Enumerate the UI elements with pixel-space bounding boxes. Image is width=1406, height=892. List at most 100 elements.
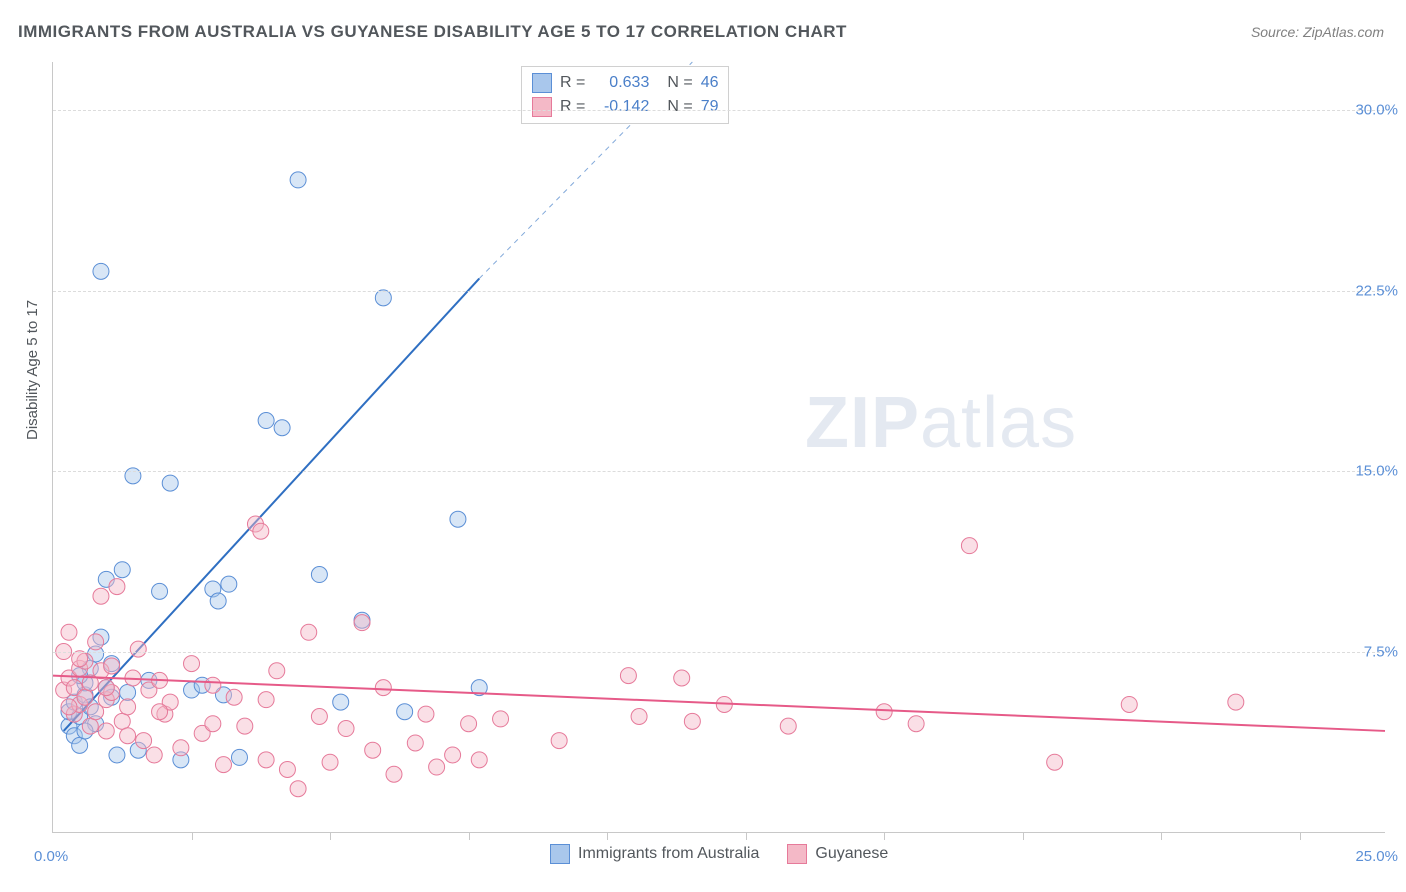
data-point (290, 172, 306, 188)
x-tick-mark (1300, 832, 1301, 840)
data-point (418, 706, 434, 722)
data-point (471, 752, 487, 768)
series-label: Immigrants from Australia (578, 845, 759, 863)
data-point (333, 694, 349, 710)
data-point (551, 733, 567, 749)
data-point (77, 689, 93, 705)
data-point (322, 754, 338, 770)
data-point (375, 680, 391, 696)
n-value: 79 (701, 95, 719, 119)
data-point (173, 740, 189, 756)
data-point (397, 704, 413, 720)
chart-title: IMMIGRANTS FROM AUSTRALIA VS GUYANESE DI… (18, 22, 847, 42)
n-label: N = (667, 95, 692, 119)
data-point (109, 747, 125, 763)
data-point (130, 641, 146, 657)
data-point (876, 704, 892, 720)
data-point (1047, 754, 1063, 770)
gridline (53, 110, 1385, 111)
r-label: R = (560, 71, 585, 95)
data-point (493, 711, 509, 727)
source-attribution: Source: ZipAtlas.com (1251, 24, 1384, 40)
data-point (221, 576, 237, 592)
data-point (301, 624, 317, 640)
trend-line (53, 676, 1385, 731)
y-axis-label: Disability Age 5 to 17 (24, 300, 41, 440)
x-tick-mark (1023, 832, 1024, 840)
data-point (226, 689, 242, 705)
data-point (684, 713, 700, 729)
data-point (210, 593, 226, 609)
data-point (253, 523, 269, 539)
n-value: 46 (701, 71, 719, 95)
data-point (231, 749, 247, 765)
data-point (311, 567, 327, 583)
data-point (120, 728, 136, 744)
data-point (88, 634, 104, 650)
data-point (445, 747, 461, 763)
scatter-plot-area: ZIPatlas R =0.633N =46R =-0.142N =79 (52, 62, 1385, 833)
correlation-legend: R = 0.633 N = 46 R = -0.142 N = 79 (521, 66, 729, 124)
data-point (61, 699, 77, 715)
r-value: -0.142 (593, 95, 649, 119)
data-point (152, 704, 168, 720)
x-tick-mark (607, 832, 608, 840)
x-tick-mark (884, 832, 885, 840)
legend-swatch (532, 97, 552, 117)
data-point (450, 511, 466, 527)
x-axis-max-label: 25.0% (1355, 848, 1398, 865)
data-point (237, 718, 253, 734)
data-point (908, 716, 924, 732)
data-point (120, 684, 136, 700)
data-point (72, 651, 88, 667)
x-tick-mark (746, 832, 747, 840)
data-point (93, 263, 109, 279)
data-point (674, 670, 690, 686)
y-tick-label: 7.5% (1364, 643, 1398, 660)
gridline (53, 652, 1385, 653)
y-tick-label: 22.5% (1355, 282, 1398, 299)
data-point (780, 718, 796, 734)
data-point (215, 757, 231, 773)
data-point (114, 562, 130, 578)
series-legend: Immigrants from Australia Guyanese (550, 844, 888, 864)
r-label: R = (560, 95, 585, 119)
data-point (375, 290, 391, 306)
x-tick-mark (330, 832, 331, 840)
gridline (53, 291, 1385, 292)
data-point (1228, 694, 1244, 710)
data-point (961, 538, 977, 554)
data-point (61, 624, 77, 640)
data-point (354, 615, 370, 631)
legend-swatch (787, 844, 807, 864)
data-point (136, 733, 152, 749)
data-point (620, 668, 636, 684)
x-tick-mark (192, 832, 193, 840)
data-point (109, 579, 125, 595)
data-point (114, 713, 130, 729)
data-point (258, 413, 274, 429)
data-point (258, 752, 274, 768)
data-point (269, 663, 285, 679)
legend-swatch (532, 73, 552, 93)
data-point (290, 781, 306, 797)
series-legend-item: Guyanese (787, 844, 888, 864)
plot-svg (53, 62, 1385, 832)
data-point (104, 658, 120, 674)
data-point (146, 747, 162, 763)
data-point (1121, 696, 1137, 712)
x-tick-mark (1161, 832, 1162, 840)
data-point (205, 677, 221, 693)
legend-swatch (550, 844, 570, 864)
data-point (365, 742, 381, 758)
data-point (311, 709, 327, 725)
data-point (93, 588, 109, 604)
n-label: N = (667, 71, 692, 95)
data-point (82, 718, 98, 734)
gridline (53, 471, 1385, 472)
data-point (279, 761, 295, 777)
series-label: Guyanese (815, 845, 888, 863)
trend-line (64, 279, 480, 731)
r-value: 0.633 (593, 71, 649, 95)
data-point (429, 759, 445, 775)
